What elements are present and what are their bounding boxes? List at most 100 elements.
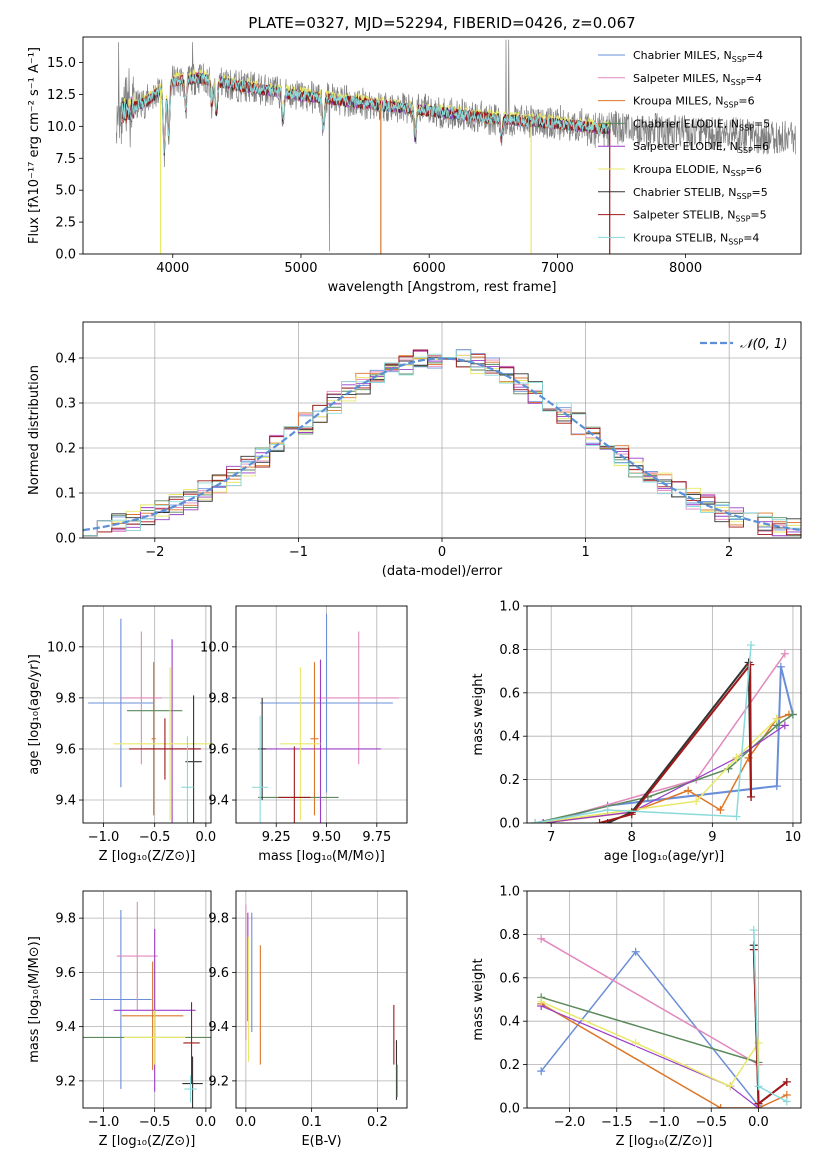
age-vs-mass-plot-area [252, 613, 399, 823]
legend-text: Chabrier ELODIE, N [633, 117, 739, 130]
mass-weight-point [780, 721, 789, 730]
x-tick-label: 0.0 [196, 830, 217, 845]
axes-frame [82, 605, 212, 824]
y-tick-label: 0.4 [499, 1015, 520, 1030]
mass-vs-metallicity-axes: −1.0 −0.5 0.0 9.2 9.4 9.6 9.8 Z [log₁₀(Z/Z⊙)] ma… [27, 890, 216, 1149]
axes-frame [82, 36, 802, 255]
y-tick-label: 0.6 [499, 971, 520, 986]
x-tick-label: −0.5 [139, 1115, 171, 1130]
mass-weight-point [747, 641, 756, 650]
legend-label: Kroupa STELIB, NSSP=4 [633, 231, 759, 246]
y-axis-label: mass weight [471, 673, 486, 755]
mass-weight-point [531, 819, 540, 823]
mass-weight-point [754, 1099, 763, 1108]
mass-weight-line [540, 996, 759, 1064]
legend-text: Chabrier STELIB, N [633, 186, 737, 199]
y-tick-label: 0.4 [55, 352, 76, 367]
y-tick-label: 0.6 [499, 686, 520, 701]
mass-weight-line [534, 645, 752, 823]
legend-subscript: SSP [731, 78, 746, 87]
x-tick-label: 1 [581, 545, 589, 560]
mass-weight-vs-metallicity-axes: −2.0 −1.5 −1.0 −0.5 0.0 0.0 0.2 0.4 0.6 0.8 1.0 Z [… [471, 885, 802, 1149]
mass-weight-point [684, 786, 693, 795]
x-tick-label: 2 [725, 545, 733, 560]
x-tick-label: 9 [708, 830, 716, 845]
x-tick-label: 0.2 [367, 1115, 388, 1130]
legend-label: Chabrier MILES, NSSP=4 [633, 49, 763, 64]
y-tick-label: 0.0 [55, 248, 76, 263]
legend-subscript: SSP [738, 146, 753, 155]
mass-vs-metallicity-plot-area [83, 901, 211, 1108]
mass-weight-point [726, 1082, 735, 1091]
histogram-step [83, 349, 801, 538]
x-tick-label: 9.25 [262, 830, 291, 845]
legend-text: Kroupa STELIB, N [633, 231, 728, 244]
y-tick-label: 5.0 [55, 184, 76, 199]
y-axis-label: mass weight [471, 958, 486, 1040]
mass-weight-point [537, 997, 546, 1006]
axes-frame [526, 605, 802, 824]
normal-reference-curve [83, 357, 801, 532]
mass-weight-point [692, 797, 701, 806]
y-tick-label: 0.8 [499, 928, 520, 943]
x-tick-label: 8 [628, 830, 636, 845]
legend-text: Salpeter STELIB, N [633, 209, 735, 222]
legend-text: =6 [746, 163, 762, 176]
y-tick-label: 1.0 [499, 885, 520, 900]
mass-weight-line [540, 938, 759, 1066]
residual-axes: −2 −1 0 1 2 0.0 0.1 0.2 0.3 0.4 (data-model)/error… [27, 321, 802, 579]
y-tick-label: 9.4 [55, 1020, 76, 1035]
legend-subscript: SSP [735, 215, 750, 224]
y-tick-label: 9.6 [55, 966, 76, 981]
mass-weight-point [772, 782, 781, 791]
x-tick-label: 0.0 [236, 1115, 257, 1130]
x-tick-label: 6000 [413, 261, 446, 276]
mass-weight-point [539, 819, 548, 823]
mass-weight-point [716, 805, 725, 814]
age-vs-mass-axes: 9.25 9.50 9.75 9.4 9.6 9.8 10.0 mass [log₁₀(M/M… [200, 605, 408, 864]
y-tick-label: 10.0 [47, 120, 76, 135]
legend-label: Chabrier STELIB, NSSP=5 [633, 186, 768, 201]
x-tick-label: −2.0 [554, 1115, 586, 1130]
mass-weight-point [631, 1038, 640, 1047]
x-axis-label: E(B-V) [301, 1134, 341, 1149]
y-tick-label: 9.8 [208, 691, 229, 706]
x-tick-label: 10 [785, 830, 802, 845]
y-tick-label: 9.8 [55, 691, 76, 706]
mass-weight-vs-metallicity-plot-area [537, 926, 791, 1108]
mass-weight-line [540, 950, 760, 1107]
mass-weight-point [747, 792, 756, 801]
y-tick-label: 9.4 [208, 1020, 229, 1035]
y-tick-label: 12.5 [47, 88, 76, 103]
mass-weight-line [534, 713, 794, 823]
mass-weight-line [543, 724, 786, 823]
legend-text: =6 [753, 140, 769, 153]
y-axis-label: mass [log₁₀(M/M⊙)] [27, 936, 42, 1063]
mass-weight-point [603, 805, 612, 814]
mass-weight-line [599, 661, 752, 823]
y-tick-label: 9.8 [55, 912, 76, 927]
x-tick-label: 4000 [156, 261, 189, 276]
legend-label: Salpeter STELIB, NSSP=5 [633, 209, 767, 224]
axes-frame [82, 890, 212, 1109]
x-tick-label: 7 [547, 830, 555, 845]
mass-weight-point [782, 1077, 791, 1086]
y-tick-label: 9.4 [208, 794, 229, 809]
mass-weight-point [780, 649, 789, 658]
legend-label: Salpeter MILES, NSSP=4 [633, 72, 762, 87]
x-tick-label: 9.75 [362, 830, 391, 845]
legend-text: Salpeter ELODIE, N [633, 140, 738, 153]
model-spectrum-line [121, 73, 610, 154]
mass-weight-point [749, 926, 758, 935]
axes-frame [82, 321, 802, 539]
axes-frame [526, 890, 802, 1109]
y-tick-label: 0.8 [499, 643, 520, 658]
x-tick-label: −1 [289, 545, 308, 560]
histogram-plot-area [83, 349, 801, 538]
y-tick-label: 0.1 [55, 487, 76, 502]
y-tick-label: 7.5 [55, 152, 76, 167]
legend-text: =4 [743, 231, 759, 244]
x-tick-label: 9.50 [312, 830, 341, 845]
y-tick-label: 9.6 [55, 742, 76, 757]
